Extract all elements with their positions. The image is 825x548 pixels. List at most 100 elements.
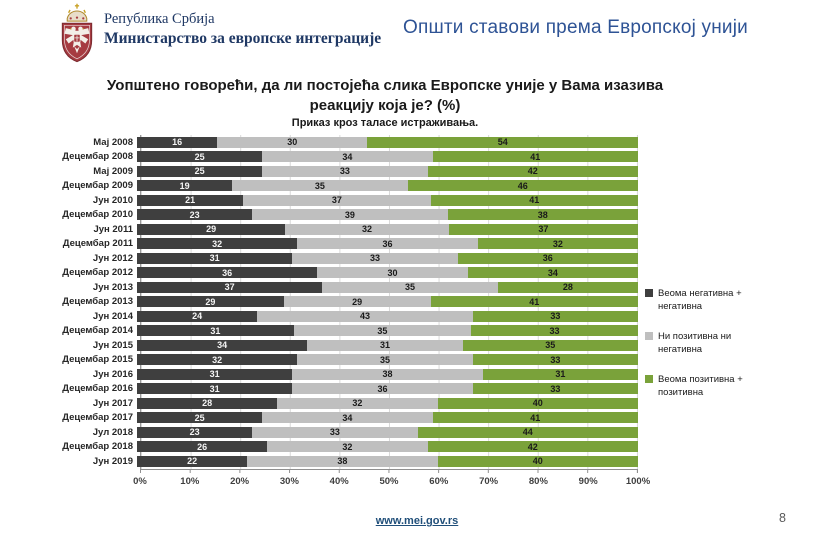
page-title: Општи ставови према Европској унији — [403, 17, 748, 38]
bar-segment: 23 — [137, 209, 253, 221]
bar-segment: 31 — [137, 383, 293, 395]
bar-segment: 36 — [297, 238, 478, 250]
bar-segment: 29 — [137, 296, 284, 308]
bar-segment: 33 — [252, 426, 418, 438]
chart-title-block: Уопштено говорећи, да ли постојећа слика… — [60, 76, 710, 129]
category-label: Децембар 2008 — [62, 151, 133, 163]
legend-swatch — [645, 375, 653, 383]
bar-value-label: 16 — [172, 137, 183, 148]
chart-row: Јун 2016 31 38 31 — [60, 367, 638, 382]
bar-value-label: 33 — [550, 311, 561, 322]
bar-segment: 32 — [137, 354, 298, 366]
category-label: Јун 2010 — [92, 194, 133, 206]
chart-row: Јун 2013 37 35 28 — [60, 280, 638, 295]
bar-value-label: 25 — [194, 412, 205, 423]
bar-segment: 25 — [137, 151, 263, 163]
category-label: Мај 2009 — [93, 165, 133, 177]
bar-segment: 36 — [292, 383, 473, 395]
chart-row: Децембар 2013 29 29 41 — [60, 295, 638, 310]
bar-segment: 46 — [407, 180, 638, 192]
x-tick-label: 30% — [279, 476, 299, 487]
bar-segment: 33 — [472, 354, 638, 366]
chart-row: Јун 2011 29 32 37 — [60, 222, 638, 237]
bar-segment: 36 — [457, 252, 638, 264]
bar-value-label: 29 — [206, 224, 217, 235]
chart-row: Јун 2014 24 43 33 — [60, 309, 638, 324]
bar-value-label: 35 — [545, 340, 556, 351]
bar-segment: 33 — [472, 310, 638, 322]
bar-segment: 32 — [477, 238, 638, 250]
bar-segment: 41 — [432, 412, 638, 424]
bar-value-label: 29 — [205, 296, 216, 307]
bar-segment: 41 — [430, 296, 638, 308]
bar-track: 29 29 41 — [137, 296, 638, 308]
bar-segment: 33 — [470, 325, 638, 337]
bar-value-label: 31 — [209, 383, 220, 394]
category-label: Јун 2014 — [92, 310, 133, 322]
category-label: Децембар 2015 — [62, 354, 133, 366]
chart-row: Децембар 2016 31 36 33 — [60, 382, 638, 397]
bar-value-label: 25 — [194, 151, 205, 162]
x-axis-labels: 0% 10% 20% 30% 40% 50% 60% 70% 80% 90% 100% — [133, 476, 650, 490]
chart-rows: Мај 2008 16 30 54 Децембар 2008 25 34 41 Мај 200… — [60, 135, 638, 469]
x-axis — [140, 469, 638, 473]
bar-segment: 31 — [137, 252, 293, 264]
chart-row: Децембар 2012 36 30 34 — [60, 266, 638, 281]
bar-value-label: 34 — [342, 412, 353, 423]
bar-value-label: 38 — [382, 369, 393, 380]
bar-track: 34 31 35 — [137, 339, 638, 351]
bar-track: 32 35 33 — [137, 354, 638, 366]
bar-value-label: 36 — [382, 238, 393, 249]
bar-value-label: 31 — [379, 340, 390, 351]
category-label: Јун 2016 — [92, 368, 133, 380]
bar-segment: 23 — [137, 426, 253, 438]
bar-segment: 34 — [262, 151, 433, 163]
bar-segment: 34 — [467, 267, 638, 279]
bar-value-label: 34 — [342, 151, 353, 162]
bar-segment: 35 — [232, 180, 408, 192]
legend-item: Веома позитивна + позитивна — [645, 374, 785, 399]
bar-segment: 35 — [462, 339, 638, 351]
bar-value-label: 32 — [342, 441, 353, 452]
x-tick-label: 80% — [528, 476, 548, 487]
bar-track: 24 43 33 — [137, 310, 638, 322]
legend-item: Ни позитивна ни негативна — [645, 331, 785, 356]
bar-value-label: 33 — [329, 427, 340, 438]
bar-value-label: 32 — [362, 224, 373, 235]
bar-value-label: 39 — [344, 209, 355, 220]
chart-row: Јун 2015 34 31 35 — [60, 338, 638, 353]
bar-segment: 40 — [437, 397, 638, 409]
bar-value-label: 35 — [314, 180, 325, 191]
bar-value-label: 37 — [331, 195, 342, 206]
legend-swatch — [645, 289, 653, 297]
chart-row: Децембар 2010 23 39 38 — [60, 208, 638, 223]
bar-value-label: 33 — [369, 253, 380, 264]
chart-row: Јун 2017 28 32 40 — [60, 396, 638, 411]
bar-track: 19 35 46 — [137, 180, 638, 192]
bar-segment: 37 — [448, 223, 638, 235]
bar-value-label: 24 — [192, 311, 203, 322]
bar-value-label: 23 — [189, 427, 200, 438]
bar-track: 32 36 32 — [137, 238, 638, 250]
category-label: Јун 2012 — [92, 252, 133, 264]
bar-segment: 44 — [417, 426, 638, 438]
chart-row: Јул 2018 23 33 44 — [60, 425, 638, 440]
bar-track: 25 33 42 — [137, 165, 638, 177]
category-label: Децембар 2013 — [62, 296, 133, 308]
chart-row: Децембар 2018 26 32 42 — [60, 440, 638, 455]
bar-value-label: 46 — [517, 180, 528, 191]
category-label: Јул 2018 — [92, 426, 133, 438]
bar-segment: 31 — [482, 368, 638, 380]
bar-value-label: 34 — [547, 267, 558, 278]
bar-segment: 28 — [137, 397, 278, 409]
chart-row: Децембар 2011 32 36 32 — [60, 237, 638, 252]
bar-segment: 19 — [137, 180, 233, 192]
bar-value-label: 30 — [287, 137, 298, 148]
chart-row: Јун 2019 22 38 40 — [60, 454, 638, 469]
footer-website-link[interactable]: www.mei.gov.rs — [375, 515, 459, 527]
chart-row: Децембар 2009 19 35 46 — [60, 179, 638, 194]
chart-row: Децембар 2017 25 34 41 — [60, 411, 638, 426]
bar-track: 36 30 34 — [137, 267, 638, 279]
bar-segment: 16 — [137, 136, 218, 148]
